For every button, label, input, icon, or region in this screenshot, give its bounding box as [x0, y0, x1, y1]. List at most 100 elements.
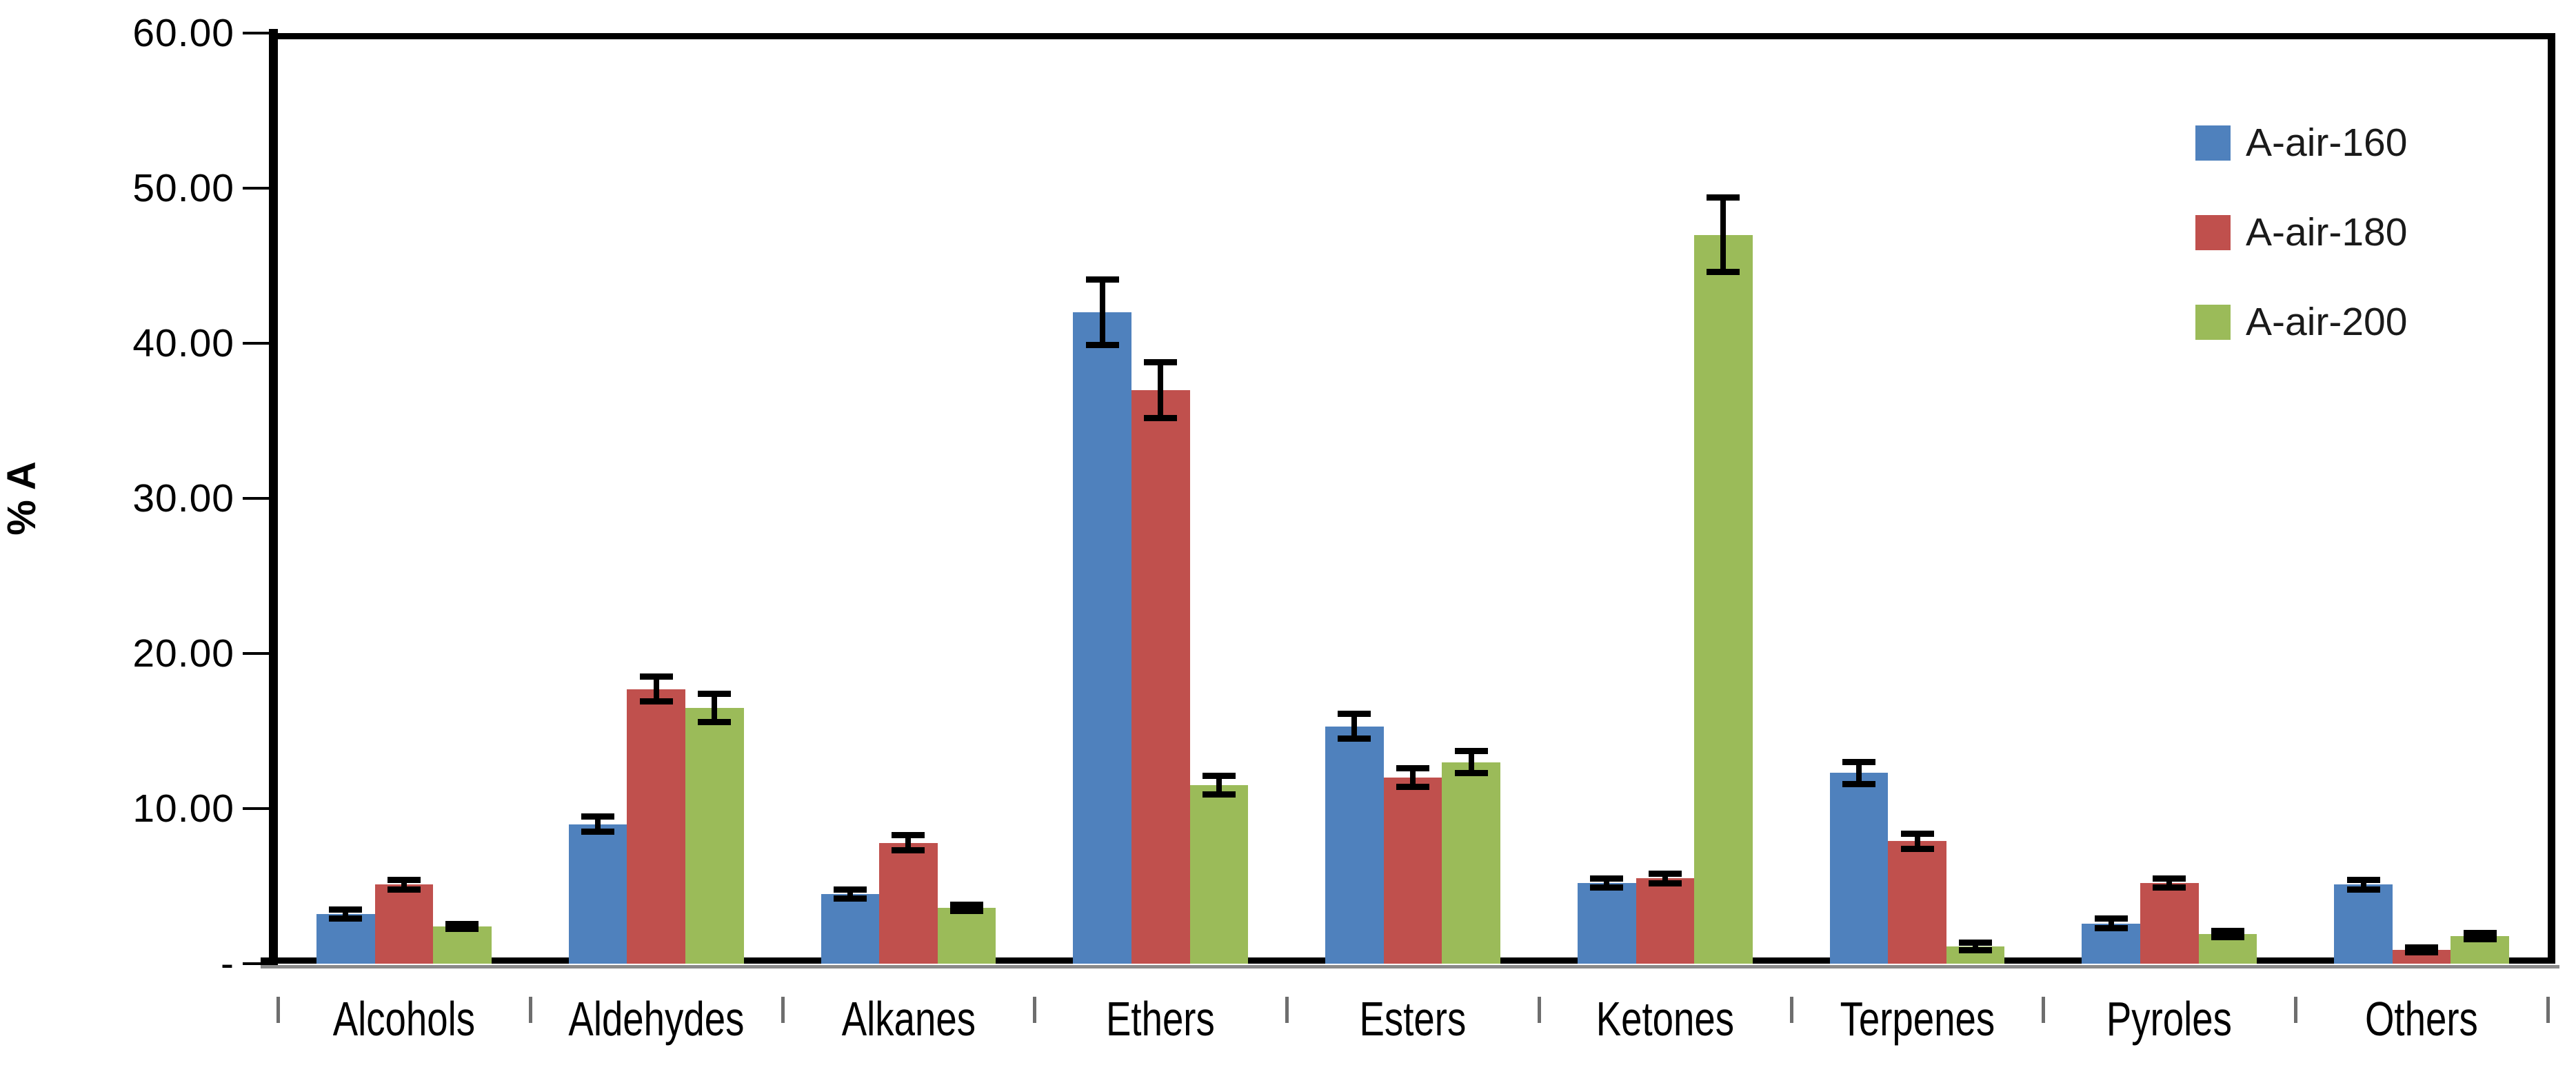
bar-groups [278, 33, 2548, 964]
x-axis-label-alcohols: Alcohols [332, 992, 476, 1046]
error-bar-cap-top [581, 813, 615, 820]
x-axis-label-alkanes: Alkanes [841, 992, 976, 1046]
error-bar-line [1216, 775, 1222, 795]
error-bar-cap-bottom [2405, 949, 2439, 955]
y-axis-line [269, 29, 278, 968]
x-axis-tick [1033, 997, 1037, 1023]
plot-border-top [269, 33, 2555, 39]
x-axis-tick [1789, 997, 1793, 1023]
error-bar-line [1720, 197, 1727, 272]
error-bar-cap-top [2405, 944, 2439, 951]
legend-item-A-air-200: A-air-200 [2195, 277, 2519, 367]
bar-group-alkanes [783, 33, 1035, 964]
error-bar-cap-top [2153, 875, 2186, 882]
error-bar-cap-top [1454, 748, 1488, 755]
y-axis-tick [243, 32, 269, 34]
bar-slot [2334, 33, 2393, 964]
bar-slot [2082, 33, 2141, 964]
error-bar-cap-bottom [581, 829, 615, 835]
y-axis-tick [243, 807, 269, 810]
error-bar-cap-bottom [387, 886, 421, 893]
bar-A-air-180-alkanes [879, 842, 938, 964]
bar-A-air-160-others [2334, 884, 2393, 964]
bar-A-air-180-ketones [1636, 878, 1695, 964]
bar-slot [1888, 33, 1946, 964]
error-bar-line [343, 909, 349, 919]
error-bar-line [1662, 873, 1668, 883]
bar-slot [1829, 33, 1889, 964]
error-bar-cap-top [1085, 276, 1119, 283]
x-axis-tick [781, 997, 785, 1023]
bar-slot [879, 33, 938, 964]
error-bar-line [712, 693, 718, 722]
x-axis-tick [1537, 997, 1541, 1023]
bar-A-air-200-esters [1442, 762, 1500, 964]
bar-group-alcohols [278, 33, 530, 964]
legend-swatch [2195, 125, 2231, 161]
error-bar-cap-bottom [2153, 884, 2186, 891]
error-bar-cap-top [2094, 915, 2128, 922]
bar-slot [821, 33, 880, 964]
error-bar-line [905, 835, 912, 851]
error-bar-line [1099, 279, 1105, 345]
bar-A-air-200-alkanes [937, 908, 996, 964]
bar-group-ketones [1539, 33, 1791, 964]
x-axis-label-others: Others [2365, 992, 2479, 1046]
error-bar-cap-bottom [1085, 341, 1119, 348]
legend-item-A-air-180: A-air-180 [2195, 187, 2519, 277]
error-bar-cap-top [1202, 773, 1236, 780]
bar-slot [685, 33, 744, 964]
error-bar-cap-bottom [1959, 947, 1993, 954]
error-bar-line [1410, 768, 1416, 787]
plot-border-right [2548, 33, 2555, 964]
error-bar-cap-top [1648, 871, 1682, 877]
y-axis-tick-label: 60.00 [132, 11, 234, 55]
legend-swatch [2195, 304, 2231, 340]
bar-A-air-200-ketones [1694, 234, 1753, 964]
error-bar-cap-bottom [698, 718, 732, 725]
bar-group-ethers [1034, 33, 1287, 964]
bar-slot [316, 33, 375, 964]
error-bar-cap-bottom [639, 698, 673, 705]
x-axis-tick [2042, 997, 2046, 1023]
error-bar-cap-bottom [1144, 414, 1178, 421]
x-axis-label-terpenes: Terpenes [1840, 992, 1995, 1046]
error-bar-cap-bottom [833, 895, 867, 902]
bar-slot [2451, 33, 2510, 964]
legend-label: A-air-160 [2246, 121, 2408, 165]
y-axis-tick [243, 187, 269, 190]
error-bar-cap-bottom [1396, 784, 1430, 790]
x-axis-labels: Alcohols Aldehydes Alkanes Ethers Esters Keto… [278, 991, 2548, 1046]
y-axis-tick [243, 652, 269, 655]
bar-A-air-160-aldehydes [568, 824, 627, 964]
x-axis-tick [1285, 997, 1289, 1023]
bar-group-aldehydes [530, 33, 783, 964]
bar-slot [1694, 33, 1753, 964]
error-bar-cap-top [1707, 194, 1740, 201]
error-bar-cap-bottom [1454, 769, 1488, 776]
bar-slot [1383, 33, 1442, 964]
bar-slot [1325, 33, 1384, 964]
x-axis-tick [528, 997, 532, 1023]
x-axis-label-pyroles: Pyroles [2106, 992, 2233, 1046]
error-bar-cap-top [639, 673, 673, 680]
error-bar-cap-top [1900, 830, 1934, 837]
bar-A-air-200-aldehydes [685, 707, 744, 964]
bar-A-air-180-terpenes [1888, 841, 1946, 964]
y-axis-tick-label: 30.00 [132, 476, 234, 520]
x-axis-label-ketones: Ketones [1596, 992, 1734, 1046]
error-bar-cap-top [833, 886, 867, 893]
error-bar-cap-bottom [1338, 736, 1371, 742]
y-axis-tick-label: 20.00 [132, 631, 234, 676]
bar-A-air-180-alcohols [374, 884, 434, 964]
error-bar-cap-bottom [2463, 935, 2497, 942]
error-bar-cap-top [1590, 875, 1624, 882]
bar-A-air-160-terpenes [1829, 773, 1889, 964]
bar-slot [1636, 33, 1695, 964]
bar-A-air-160-esters [1325, 726, 1384, 964]
error-bar-cap-top [445, 921, 479, 928]
error-bar-line [1468, 751, 1474, 773]
error-bar-line [1158, 362, 1164, 418]
bar-A-air-160-alcohols [316, 914, 375, 964]
legend-label: A-air-200 [2246, 300, 2408, 344]
